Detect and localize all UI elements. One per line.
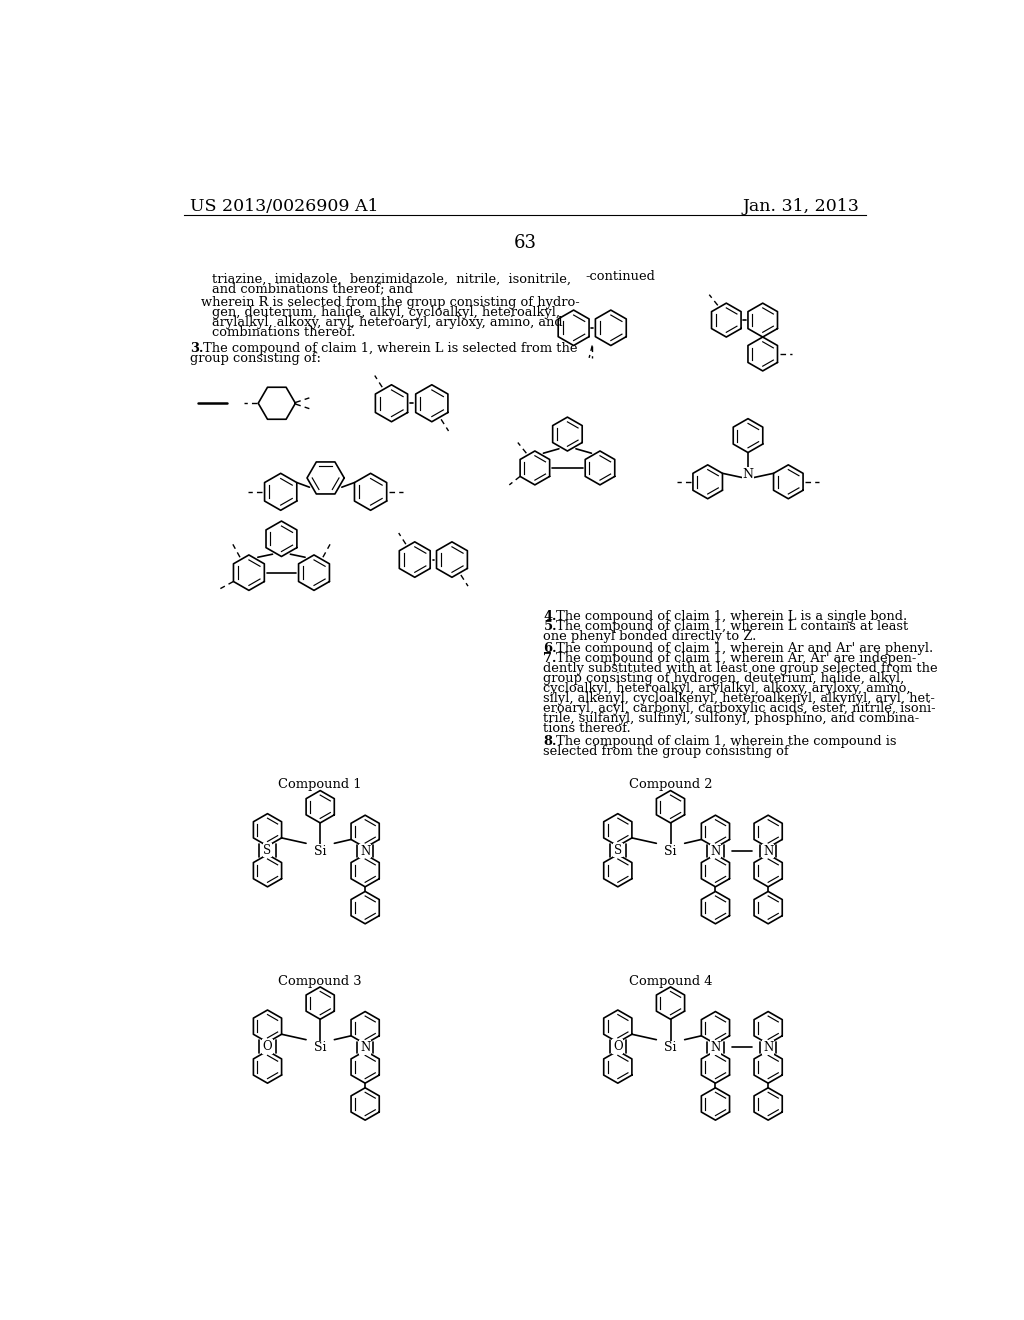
Text: combinations thereof.: combinations thereof. bbox=[212, 326, 355, 339]
Text: Si: Si bbox=[665, 845, 677, 858]
Text: N: N bbox=[763, 845, 773, 858]
Text: The compound of claim 1, wherein L contains at least: The compound of claim 1, wherein L conta… bbox=[552, 620, 908, 634]
Text: S: S bbox=[613, 843, 622, 857]
Text: The compound of claim 1, wherein Ar, Ar' are indepen-: The compound of claim 1, wherein Ar, Ar'… bbox=[552, 652, 916, 665]
Text: 4.: 4. bbox=[544, 610, 557, 623]
Text: O: O bbox=[613, 1040, 623, 1053]
Text: eroaryl, acyl, carbonyl, carboxylic acids, ester, nitrile, isoni-: eroaryl, acyl, carbonyl, carboxylic acid… bbox=[544, 702, 936, 715]
Text: Compound 4: Compound 4 bbox=[629, 974, 713, 987]
Text: N: N bbox=[742, 467, 754, 480]
Text: one phenyl bonded directly to Z.: one phenyl bonded directly to Z. bbox=[544, 631, 757, 643]
Text: 63: 63 bbox=[513, 234, 537, 252]
Text: N: N bbox=[711, 1041, 721, 1053]
Text: The compound of claim 1, wherein L is selected from the: The compound of claim 1, wherein L is se… bbox=[199, 342, 578, 355]
Text: US 2013/0026909 A1: US 2013/0026909 A1 bbox=[190, 198, 379, 215]
Text: group consisting of:: group consisting of: bbox=[190, 352, 321, 366]
Text: 3.: 3. bbox=[190, 342, 204, 355]
Text: 7.: 7. bbox=[544, 652, 557, 665]
Text: 8.: 8. bbox=[544, 735, 557, 748]
Text: cycloalkyl, heteroalkyl, arylalkyl, alkoxy, aryloxy, amino,: cycloalkyl, heteroalkyl, arylalkyl, alko… bbox=[544, 682, 911, 696]
Text: triazine,  imidazole,  benzimidazole,  nitrile,  isonitrile,: triazine, imidazole, benzimidazole, nitr… bbox=[212, 272, 570, 285]
Text: silyl, alkenyl, cycloalkenyl, heteroalkenyl, alkynyl, aryl, het-: silyl, alkenyl, cycloalkenyl, heteroalke… bbox=[544, 692, 935, 705]
Text: wherein R is selected from the group consisting of hydro-: wherein R is selected from the group con… bbox=[201, 296, 580, 309]
Text: 6.: 6. bbox=[544, 642, 557, 655]
Text: N: N bbox=[360, 845, 371, 858]
Text: Si: Si bbox=[665, 1041, 677, 1055]
Text: N: N bbox=[360, 1041, 371, 1053]
Text: Si: Si bbox=[314, 1041, 327, 1055]
Text: group consisting of hydrogen, deuterium, halide, alkyl,: group consisting of hydrogen, deuterium,… bbox=[544, 672, 904, 685]
Text: and combinations thereof; and: and combinations thereof; and bbox=[212, 282, 413, 296]
Text: The compound of claim 1, wherein L is a single bond.: The compound of claim 1, wherein L is a … bbox=[552, 610, 907, 623]
Text: tions thereof.: tions thereof. bbox=[544, 722, 631, 735]
Text: Jan. 31, 2013: Jan. 31, 2013 bbox=[742, 198, 859, 215]
Text: O: O bbox=[263, 1040, 272, 1053]
Text: The compound of claim 1, wherein Ar and Ar' are phenyl.: The compound of claim 1, wherein Ar and … bbox=[552, 642, 933, 655]
Text: dently substituted with at least one group selected from the: dently substituted with at least one gro… bbox=[544, 663, 938, 675]
Text: The compound of claim 1, wherein the compound is: The compound of claim 1, wherein the com… bbox=[552, 735, 896, 748]
Text: Compound 1: Compound 1 bbox=[279, 779, 361, 791]
Text: Compound 3: Compound 3 bbox=[279, 974, 362, 987]
Text: arylalkyl, alkoxy, aryl, heteroaryl, aryloxy, amino, and: arylalkyl, alkoxy, aryl, heteroaryl, ary… bbox=[212, 317, 562, 329]
Text: trile, sulfanyl, sulfinyl, sulfonyl, phosphino, and combina-: trile, sulfanyl, sulfinyl, sulfonyl, pho… bbox=[544, 711, 920, 725]
Text: gen, deuterium, halide, alkyl, cycloalkyl, heteroalkyl,: gen, deuterium, halide, alkyl, cycloalky… bbox=[212, 306, 560, 319]
Text: N: N bbox=[711, 845, 721, 858]
Text: -continued: -continued bbox=[586, 271, 655, 282]
Text: selected from the group consisting of: selected from the group consisting of bbox=[544, 744, 790, 758]
Text: Si: Si bbox=[314, 845, 327, 858]
Text: 5.: 5. bbox=[544, 620, 557, 634]
Text: Compound 2: Compound 2 bbox=[629, 779, 713, 791]
Text: S: S bbox=[263, 843, 271, 857]
Text: N: N bbox=[763, 1041, 773, 1053]
